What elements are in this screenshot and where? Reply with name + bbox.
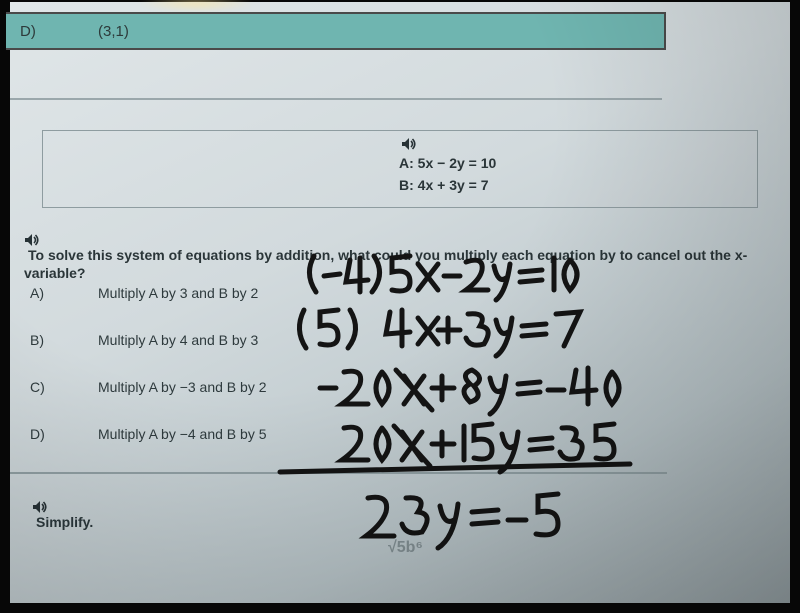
root-expression: √5b⁶ xyxy=(388,539,423,557)
equation-lines: A: 5x − 2y = 10 B: 4x + 3y = 7 xyxy=(399,139,496,196)
option-label: C) xyxy=(24,379,98,395)
equation-a: A: 5x − 2y = 10 xyxy=(399,153,496,175)
option-text: Multiply A by −3 and B by 2 xyxy=(98,379,267,395)
section-divider xyxy=(10,98,662,100)
speaker-icon[interactable] xyxy=(32,500,93,514)
camera-glare xyxy=(136,0,256,12)
option-row[interactable]: D) Multiply A by −4 and B by 5 xyxy=(24,426,267,442)
option-text: Multiply A by 4 and B by 3 xyxy=(98,332,258,348)
option-row[interactable]: A) Multiply A by 3 and B by 2 xyxy=(24,285,267,301)
option-text: Multiply A by 3 and B by 2 xyxy=(98,285,258,301)
section-divider xyxy=(10,472,667,474)
option-label: D) xyxy=(24,426,98,442)
option-text: Multiply A by −4 and B by 5 xyxy=(98,426,267,442)
equation-box: A: 5x − 2y = 10 B: 4x + 3y = 7 xyxy=(42,130,758,208)
option-label: B) xyxy=(24,332,98,348)
option-d-value: (3,1) xyxy=(92,23,129,40)
prompt-text: To solve this system of equations by add… xyxy=(24,247,747,281)
options-list: A) Multiply A by 3 and B by 2 B) Multipl… xyxy=(24,285,267,473)
option-label: A) xyxy=(24,285,98,301)
option-row[interactable]: C) Multiply A by −3 and B by 2 xyxy=(24,379,267,395)
speaker-icon[interactable] xyxy=(24,233,790,247)
simplify-prompt: Simplify. xyxy=(32,500,93,532)
option-row[interactable]: B) Multiply A by 4 and B by 3 xyxy=(24,332,267,348)
quiz-screen: D) (3,1) A: 5x − 2y = 10 B: 4x + 3y = 7 xyxy=(0,0,800,613)
equation-b: B: 4x + 3y = 7 xyxy=(399,175,496,197)
simplify-text: Simplify. xyxy=(36,514,93,530)
option-d-label: D) xyxy=(6,23,92,40)
selected-option-d[interactable]: D) (3,1) xyxy=(6,12,666,50)
question-prompt: To solve this system of equations by add… xyxy=(24,233,790,281)
